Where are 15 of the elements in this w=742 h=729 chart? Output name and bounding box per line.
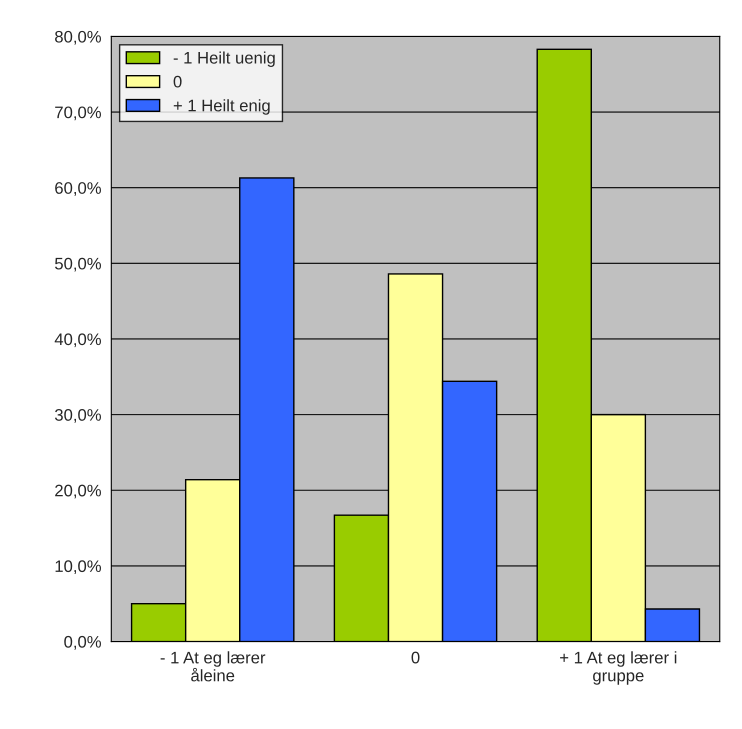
y-tick-label: 60,0% xyxy=(55,182,101,196)
y-tick-label: 30,0% xyxy=(54,409,101,423)
y-tick-label: 10,0% xyxy=(56,560,101,574)
y-tick-label: 40,0% xyxy=(54,333,101,348)
y-tick-label: 50,0% xyxy=(54,258,101,272)
x-tick-label: - 1 At eg lærer åleine xyxy=(160,651,266,682)
legend-label: + 1 Heilt enig xyxy=(174,99,270,115)
legend-label: 0 xyxy=(174,76,182,88)
y-tick-label: 0,0% xyxy=(64,636,101,650)
legend-label: - 1 Heilt uenig xyxy=(174,51,275,67)
y-tick-label: 80,0% xyxy=(55,30,101,45)
x-tick-label: + 1 At eg lærer i gruppe xyxy=(560,651,676,685)
x-tick-label: 0 xyxy=(412,652,420,664)
y-tick-label: 20,0% xyxy=(55,484,101,498)
y-tick-label: 70,0% xyxy=(55,106,101,120)
